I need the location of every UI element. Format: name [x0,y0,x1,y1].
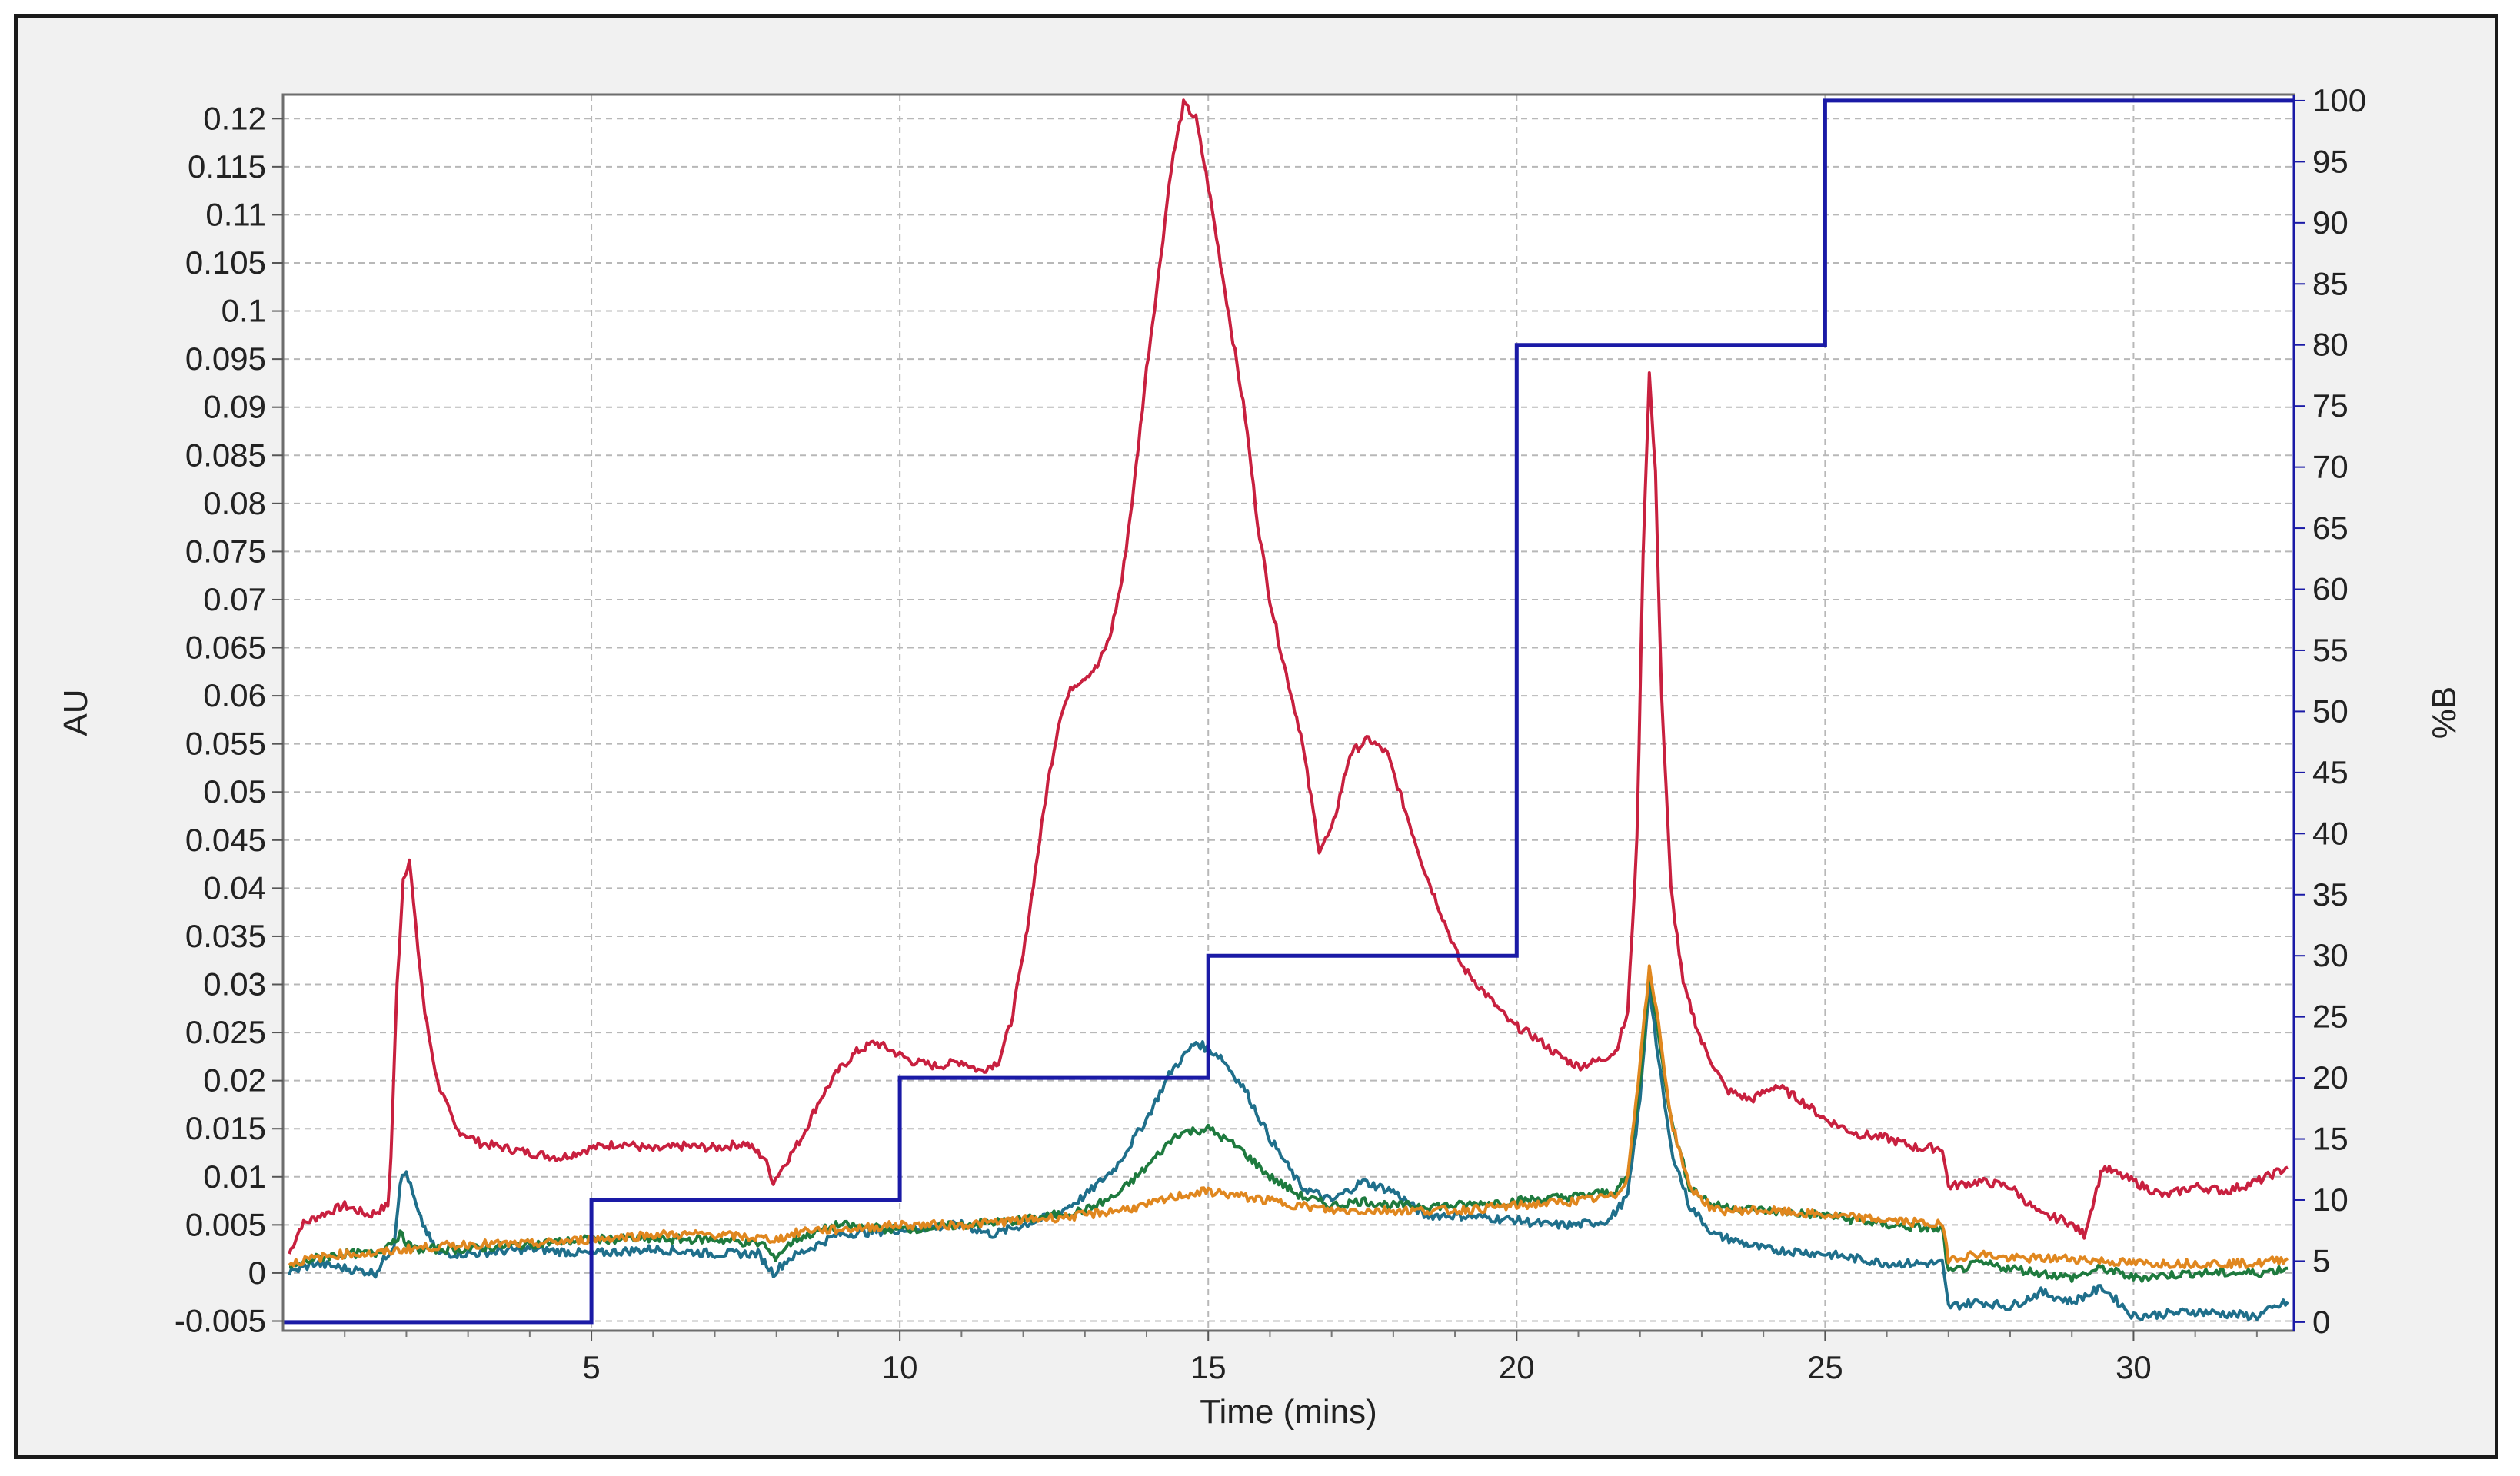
axes-group: -0.005 0 0.005 0.01 0.015 0.02 0.025 0.03 0.035 0… [175,82,2366,1385]
y2-tick-label: 65 [2312,510,2349,546]
y-tick-label: 0.095 [185,341,266,377]
y-tick-label: 0.055 [185,726,266,762]
y-tick-label: 0.05 [203,773,266,809]
y-tick-label: 0.03 [203,966,266,1002]
y2-tick-label: 55 [2312,632,2349,668]
x-tick-label: 10 [882,1349,918,1385]
y-tick-label: 0 [248,1255,266,1291]
y2-tick-label: 60 [2312,571,2349,607]
y-tick-label: 0.04 [203,869,266,906]
y2-tick-label: 25 [2312,999,2349,1035]
series-line-gradient [283,98,2294,1325]
y2-axis-label: %B [2425,686,2463,739]
y2-tick-label: 40 [2312,815,2349,851]
y2-tick-label: 90 [2312,204,2349,241]
y-tick-label: 0.045 [185,822,266,858]
x-tick-label: 30 [2116,1349,2152,1385]
y2-tick-label: 5 [2312,1242,2330,1278]
grid-lines [283,95,2294,1331]
y-tick-label: 0.02 [203,1062,266,1099]
x-tick-label: 5 [582,1349,600,1385]
y2-tick-label: 75 [2312,387,2349,424]
series-line-1 [288,98,2289,1255]
y-tick-label: -0.005 [175,1302,266,1338]
plot-area [283,95,2294,1331]
y2-tick-label: 10 [2312,1182,2349,1218]
y2-tick-label: 80 [2312,327,2349,363]
y-tick-label: 0.005 [185,1206,266,1242]
y-tick-label: 0.015 [185,1110,266,1146]
series-group [283,98,2294,1325]
y-tick-label: 0.01 [203,1159,266,1195]
y2-tick-label: 95 [2312,143,2349,179]
x-tick-label: 15 [1190,1349,1227,1385]
y2-tick-label: 100 [2312,82,2366,118]
y2-tick-label: 20 [2312,1059,2349,1095]
y-tick-label: 0.09 [203,389,266,425]
series-line-4 [288,964,2289,1269]
series-line-2 [288,984,2289,1321]
y-tick-label: 0.035 [185,918,266,954]
y2-tick-label: 30 [2312,937,2349,973]
y2-tick-label: 85 [2312,265,2349,301]
x-tick-label: 20 [1499,1349,1535,1385]
y-tick-label: 0.115 [188,148,266,184]
x-tick-label: 25 [1807,1349,1843,1385]
chart-frame: -0.005 0 0.005 0.01 0.015 0.02 0.025 0.03 0.035 0… [14,14,2498,1459]
y2-tick-label: 45 [2312,754,2349,790]
y-tick-label: 0.12 [203,100,266,136]
y-axis-label: AU [57,689,95,736]
y-tick-label: 0.11 [205,196,266,232]
y-tick-label: 0.08 [203,485,266,521]
y-tick-label: 0.06 [203,677,266,713]
y-tick-label: 0.025 [185,1014,266,1050]
chromatogram-chart: -0.005 0 0.005 0.01 0.015 0.02 0.025 0.03 0.035 0… [57,82,2463,1431]
y-tick-label: 0.065 [185,630,266,666]
y2-tick-label: 35 [2312,876,2349,913]
y-tick-label: 0.07 [203,581,266,617]
y2-tick-label: 15 [2312,1121,2349,1157]
y-tick-label: 0.085 [185,437,266,473]
y2-tick-label: 70 [2312,449,2349,485]
y2-tick-label: 50 [2312,693,2349,729]
x-axis-label: Time (mins) [1200,1393,1377,1431]
y-tick-label: 0.075 [185,533,266,569]
y2-tick-label: 0 [2312,1304,2330,1340]
y-tick-label: 0.105 [185,244,266,281]
y-tick-label: 0.1 [221,293,266,329]
